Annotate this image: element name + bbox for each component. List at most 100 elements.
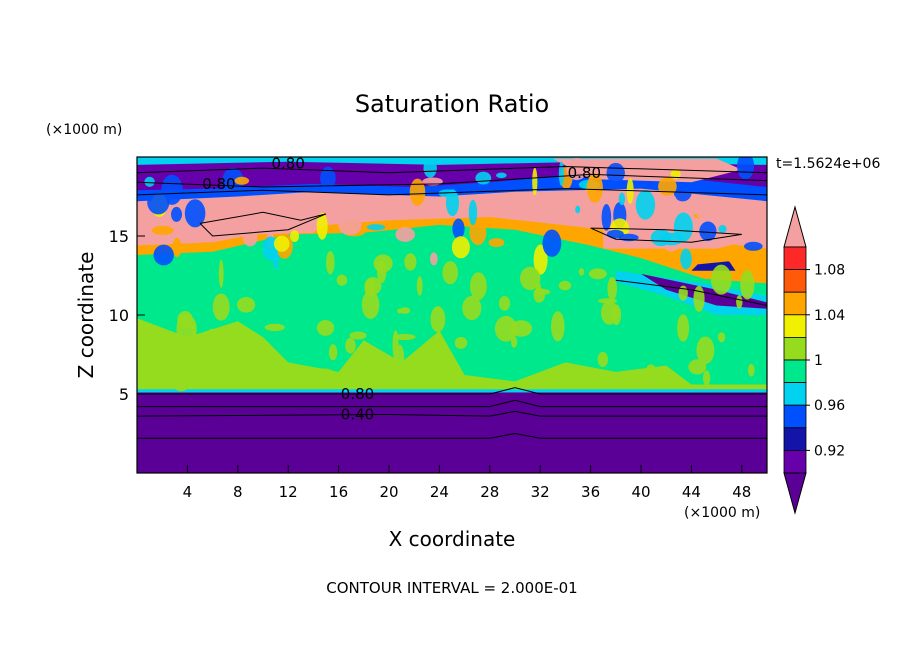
field-patch bbox=[588, 268, 607, 280]
field-patch bbox=[658, 177, 677, 196]
field-patch bbox=[498, 296, 511, 311]
x-axis-label: X coordinate bbox=[389, 527, 516, 551]
colorbar: 1.08 1.04 1 0.96 0.92 bbox=[783, 205, 845, 515]
field-patch bbox=[551, 311, 565, 342]
colorbar-bin bbox=[783, 269, 807, 293]
field-patch bbox=[190, 324, 197, 355]
field-patch bbox=[416, 276, 423, 296]
field-patch bbox=[218, 259, 224, 288]
colorbar-bin bbox=[783, 336, 807, 361]
field-patch bbox=[147, 190, 170, 215]
field-patch bbox=[312, 368, 334, 377]
x-tick-label: 44 bbox=[682, 483, 701, 501]
field-patch bbox=[542, 229, 562, 257]
field-patch bbox=[430, 252, 438, 266]
field-patch bbox=[243, 353, 263, 375]
x-tick-label: 28 bbox=[480, 483, 499, 501]
patch-pink-left bbox=[200, 207, 339, 236]
field-patch bbox=[693, 285, 705, 312]
contour-label: 0.40 bbox=[341, 406, 374, 424]
field-patch bbox=[718, 225, 727, 233]
field-patch bbox=[468, 199, 478, 226]
dry-lower-layer bbox=[137, 392, 767, 473]
field-patch bbox=[618, 192, 626, 206]
field-patch bbox=[606, 229, 624, 239]
field-patch bbox=[619, 370, 644, 381]
colorbar-tick-label: 0.92 bbox=[814, 443, 845, 459]
cyan-strip bbox=[137, 389, 767, 393]
field-patch bbox=[377, 260, 387, 283]
field-patch bbox=[237, 297, 256, 313]
field-patch bbox=[668, 195, 678, 215]
x-tick-label: 8 bbox=[233, 483, 243, 501]
contour-label-layer: 0.80 0.80 0.80 0.80 0.40 bbox=[202, 154, 601, 424]
contour-0.20-lower bbox=[137, 432, 767, 439]
colorbar-bin bbox=[783, 359, 807, 384]
field-patch bbox=[708, 251, 726, 262]
contour-0.60-top bbox=[137, 173, 767, 188]
field-patch bbox=[442, 261, 459, 285]
field-patch bbox=[532, 167, 538, 196]
field-patch bbox=[646, 364, 656, 374]
x-tick-label: 4 bbox=[183, 483, 193, 501]
field-patch bbox=[316, 212, 328, 240]
colorbar-tick-label: 0.96 bbox=[814, 398, 845, 414]
field-patch bbox=[601, 204, 612, 231]
field-patch bbox=[451, 236, 470, 259]
field-patch bbox=[696, 336, 715, 365]
field-patch bbox=[496, 172, 507, 179]
field-patch bbox=[607, 277, 617, 301]
field-patch bbox=[144, 176, 155, 187]
field-patch bbox=[601, 300, 618, 325]
field-patch bbox=[273, 235, 290, 252]
field-patch bbox=[184, 199, 206, 228]
field-patch bbox=[415, 351, 437, 363]
field-patch bbox=[670, 169, 681, 180]
field-patch bbox=[349, 331, 367, 340]
field-patch bbox=[151, 225, 174, 235]
field-patch bbox=[717, 332, 726, 343]
field-patch bbox=[702, 370, 711, 386]
intrusion-purple bbox=[641, 273, 767, 309]
field-patch bbox=[494, 315, 517, 342]
field-patch bbox=[747, 363, 755, 377]
x-tick-label: 24 bbox=[430, 483, 449, 501]
contour-label: 0.80 bbox=[271, 154, 304, 172]
field-patch bbox=[234, 176, 250, 185]
colorbar-under-triangle bbox=[783, 472, 807, 515]
contour-label: 0.80 bbox=[341, 385, 374, 403]
field-patch bbox=[454, 336, 468, 349]
field-patch bbox=[744, 241, 763, 251]
field-patch bbox=[316, 320, 335, 336]
y-tick-label: 10 bbox=[109, 306, 129, 325]
field-patch bbox=[220, 357, 227, 371]
x-axis: 4 8 12 16 20 24 28 32 36 40 44 48 bbox=[183, 465, 751, 501]
field-patch bbox=[404, 253, 417, 271]
y-unit-label: (×1000 m) bbox=[46, 122, 122, 138]
contour-intrusion bbox=[615, 279, 767, 306]
field-patch bbox=[726, 251, 745, 264]
field-patch bbox=[153, 244, 174, 266]
field-patch bbox=[320, 166, 336, 190]
y-tick-label: 5 bbox=[119, 385, 129, 404]
field-patch bbox=[452, 218, 465, 240]
field-patch bbox=[171, 206, 182, 222]
field-patch bbox=[430, 306, 446, 333]
field-patch bbox=[736, 295, 743, 309]
contour-0.40-lower bbox=[137, 410, 767, 417]
field-patch bbox=[606, 162, 625, 184]
field-patch bbox=[533, 244, 548, 275]
contour-0.80-top bbox=[137, 165, 767, 174]
contour-0.60-lower bbox=[137, 399, 767, 408]
contour-label: 0.80 bbox=[568, 164, 601, 182]
field-patch bbox=[737, 157, 755, 180]
field-patch bbox=[366, 224, 385, 231]
field-patch bbox=[694, 196, 712, 219]
x-tick-label: 36 bbox=[581, 483, 600, 501]
field-patch bbox=[677, 314, 690, 342]
field-patch bbox=[423, 158, 437, 178]
field-patch bbox=[680, 248, 692, 270]
field-patch bbox=[533, 288, 551, 295]
contour-pocket-right bbox=[590, 227, 742, 243]
field-patch bbox=[575, 205, 581, 214]
